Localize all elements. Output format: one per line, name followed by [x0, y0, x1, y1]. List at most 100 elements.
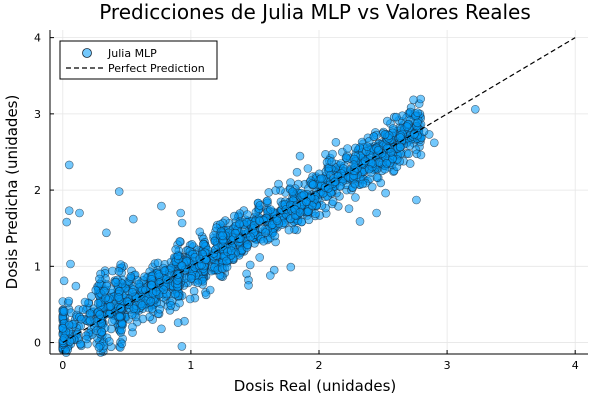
data-point — [155, 278, 164, 288]
data-point — [412, 195, 421, 205]
data-point — [222, 256, 231, 266]
data-point — [391, 112, 401, 122]
data-point — [349, 160, 359, 169]
data-point — [292, 167, 302, 177]
data-point — [80, 297, 90, 307]
data-point — [114, 266, 124, 276]
data-point — [176, 208, 185, 218]
y-tick-label-4: 4 — [34, 32, 41, 45]
data-point — [129, 304, 139, 314]
data-point — [288, 187, 297, 196]
plot-area — [58, 37, 576, 357]
data-point — [395, 142, 405, 152]
data-point — [272, 216, 282, 225]
data-point — [64, 206, 74, 215]
data-point — [62, 217, 71, 227]
data-point — [87, 292, 96, 301]
data-point — [367, 182, 377, 192]
data-point — [330, 177, 340, 187]
data-point — [235, 219, 244, 229]
data-point — [177, 261, 187, 271]
data-point — [64, 160, 74, 170]
data-point — [382, 159, 392, 168]
data-point — [85, 316, 95, 325]
data-point — [155, 304, 165, 314]
legend-box — [59, 40, 218, 80]
data-point — [363, 142, 372, 151]
data-point — [137, 301, 147, 310]
data-point — [97, 327, 106, 337]
data-point — [245, 260, 255, 270]
data-point — [218, 231, 227, 240]
data-point — [242, 218, 251, 227]
data-point — [409, 95, 418, 105]
data-point — [244, 281, 253, 290]
x-tick-label-3: 3 — [444, 359, 451, 372]
data-point — [126, 272, 136, 281]
data-point — [274, 179, 283, 189]
data-point — [259, 236, 268, 246]
data-point — [117, 339, 127, 349]
data-point — [102, 228, 111, 238]
grid — [50, 30, 588, 354]
data-point — [95, 310, 105, 319]
data-point — [146, 297, 156, 306]
data-point — [255, 201, 265, 210]
data-point — [59, 276, 69, 286]
data-point — [373, 146, 383, 155]
data-point — [75, 208, 84, 218]
data-point — [128, 287, 137, 297]
data-point — [344, 204, 354, 213]
x-tick-label-0: 0 — [59, 359, 66, 372]
data-point — [64, 296, 74, 306]
y-axis-label: Dosis Predicha (unidades) — [3, 95, 21, 290]
data-point — [231, 228, 240, 238]
data-point — [210, 236, 219, 246]
data-point — [413, 108, 422, 117]
data-point — [323, 184, 333, 193]
data-point — [343, 144, 352, 153]
data-point — [171, 245, 180, 254]
data-point — [76, 314, 86, 324]
data-point — [381, 188, 390, 198]
data-point — [128, 322, 137, 332]
y-tick-label-1: 1 — [34, 260, 41, 273]
data-point — [265, 271, 275, 280]
y-tick-label-0: 0 — [34, 337, 41, 350]
data-point — [308, 180, 318, 189]
data-point — [270, 231, 280, 241]
data-point — [129, 214, 138, 224]
legend[interactable]: Julia MLP Perfect Prediction — [59, 40, 218, 80]
data-point — [243, 240, 252, 249]
data-point — [416, 94, 426, 104]
data-point — [295, 208, 305, 217]
legend-label-julia-mlp: Julia MLP — [107, 47, 157, 60]
data-point — [115, 312, 125, 322]
data-point — [416, 150, 426, 160]
data-point — [93, 298, 103, 308]
data-point — [429, 138, 439, 148]
data-point — [100, 286, 109, 296]
data-point — [173, 270, 183, 279]
data-point — [413, 118, 422, 128]
data-point — [59, 306, 69, 316]
tick-labels: 0 1 2 3 4 0 1 2 3 4 — [34, 32, 579, 372]
data-point — [166, 301, 176, 310]
data-point — [243, 210, 252, 219]
data-point — [350, 179, 360, 189]
data-point — [405, 159, 415, 168]
data-point — [105, 301, 115, 311]
data-point — [82, 334, 91, 344]
data-point — [328, 149, 337, 159]
data-point — [316, 174, 326, 183]
data-point — [331, 138, 341, 147]
data-point — [107, 317, 117, 326]
data-point — [246, 232, 255, 242]
data-point — [284, 225, 294, 235]
data-point — [173, 318, 183, 328]
legend-label-perfect-prediction: Perfect Prediction — [108, 62, 205, 75]
x-axis-label: Dosis Real (unidades) — [234, 377, 397, 395]
data-point — [195, 227, 205, 237]
data-point — [58, 323, 68, 333]
